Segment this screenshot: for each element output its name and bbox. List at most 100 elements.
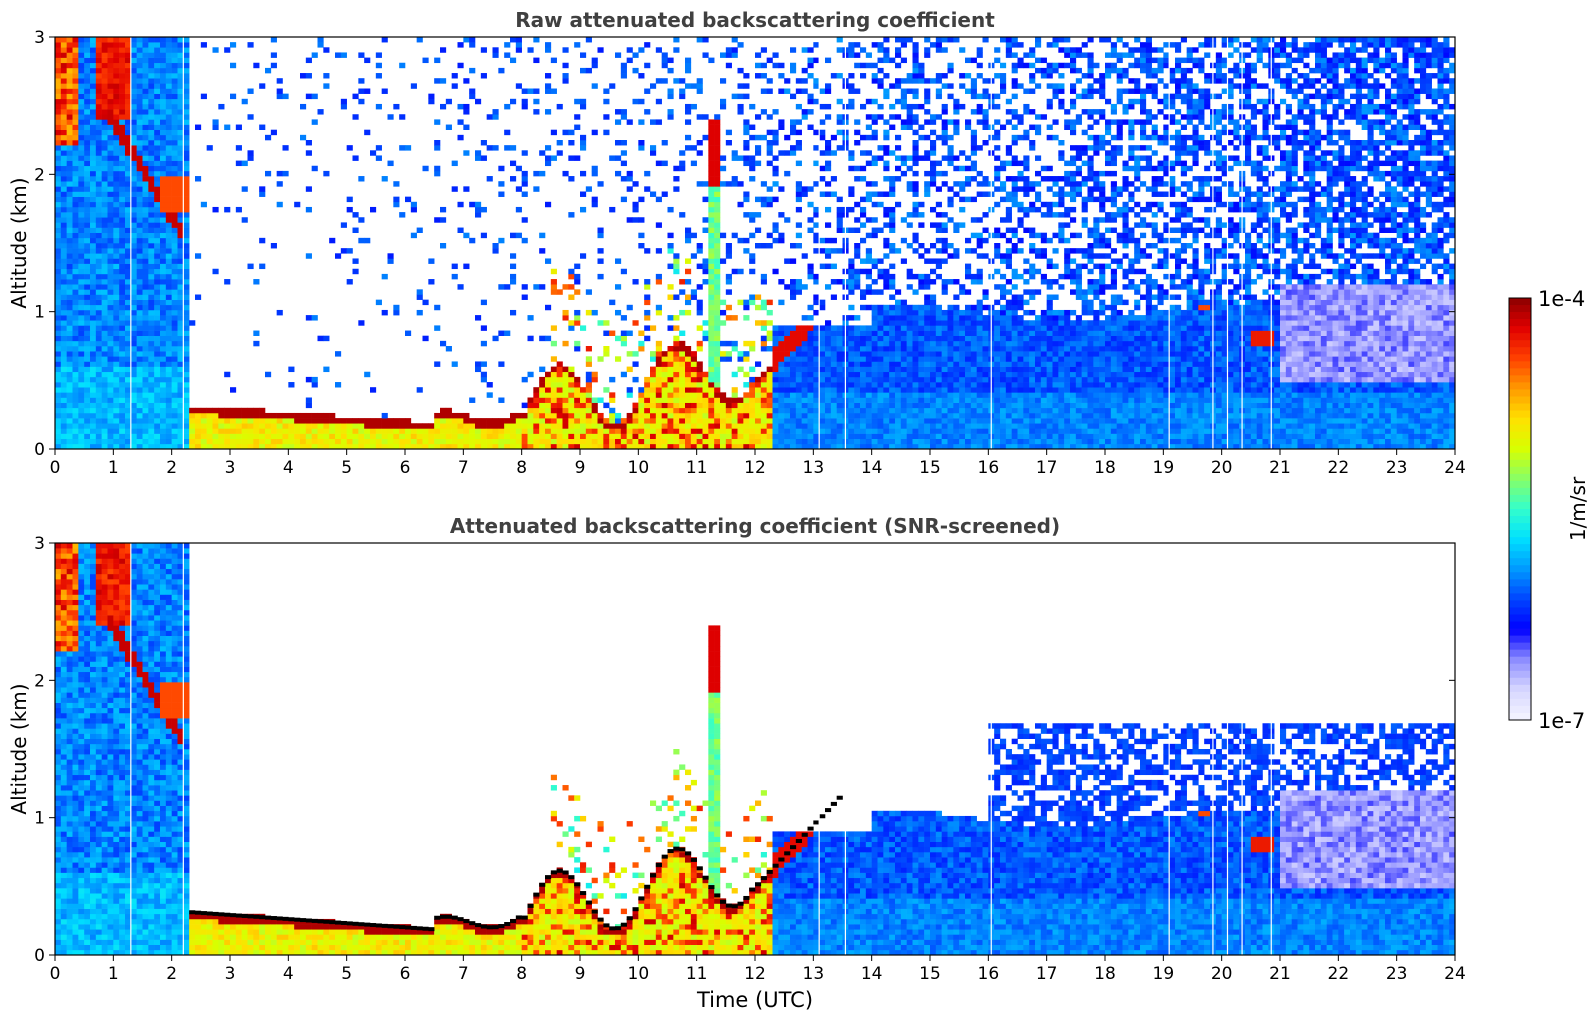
heatmap-cell — [749, 402, 756, 409]
heatmap-cell — [212, 438, 219, 445]
heatmap-cell — [66, 294, 73, 300]
heatmap-cell — [825, 253, 832, 259]
heatmap-cell — [918, 366, 925, 373]
heatmap-cell — [848, 284, 855, 290]
heatmap-cell — [90, 73, 97, 79]
heatmap-cell — [340, 428, 347, 434]
heatmap-cell — [165, 222, 172, 228]
heatmap-cell — [772, 418, 779, 424]
heatmap-cell — [148, 366, 155, 373]
heatmap-cell — [714, 382, 721, 388]
heatmap-cell — [877, 47, 884, 53]
heatmap-cell — [55, 433, 62, 439]
heatmap-cell — [475, 423, 482, 429]
heatmap-cell — [171, 67, 178, 74]
heatmap-cell — [90, 335, 97, 342]
heatmap-cell — [486, 418, 493, 424]
heatmap-cell — [784, 356, 791, 362]
heatmap-cell — [685, 438, 692, 445]
heatmap-cell — [819, 176, 826, 182]
heatmap-cell — [200, 443, 207, 449]
heatmap-cell — [235, 145, 242, 151]
heatmap-cell — [813, 212, 820, 218]
heatmap-cell — [171, 253, 178, 259]
heatmap-cell — [311, 438, 318, 445]
heatmap-cell — [183, 232, 190, 239]
heatmap-cell — [55, 371, 62, 378]
heatmap-cell — [125, 443, 132, 449]
heatmap-cell — [865, 52, 872, 58]
heatmap-cell — [218, 407, 225, 414]
heatmap-cell — [130, 330, 137, 336]
heatmap-cell — [259, 237, 266, 244]
heatmap-cell — [148, 309, 155, 316]
heatmap-cell — [183, 248, 190, 254]
heatmap-cell — [562, 315, 569, 321]
heatmap-cell — [550, 88, 557, 94]
heatmap-cell — [568, 376, 575, 383]
heatmap-cell — [655, 443, 662, 449]
heatmap-cell — [434, 304, 441, 311]
heatmap-cell — [790, 47, 797, 53]
heatmap-cell — [737, 438, 744, 445]
heatmap-cell — [72, 83, 79, 89]
heatmap-cell — [813, 371, 820, 378]
heatmap-cell — [720, 423, 727, 429]
heatmap-cell — [422, 438, 429, 445]
heatmap-cell — [463, 232, 470, 239]
heatmap-cell — [906, 165, 913, 172]
heatmap-cell — [877, 114, 884, 120]
heatmap-cell — [160, 263, 167, 270]
heatmap-cell — [440, 433, 447, 439]
heatmap-cell — [801, 109, 808, 115]
heatmap-cell — [451, 83, 458, 89]
heatmap-cell — [72, 273, 79, 280]
heatmap-cell — [743, 155, 750, 161]
heatmap-cell — [930, 268, 937, 275]
heatmap-cell — [416, 227, 423, 233]
heatmap-cell — [486, 428, 493, 434]
heatmap-cell — [854, 42, 861, 48]
heatmap-cell — [195, 407, 202, 414]
heatmap-cell — [795, 191, 802, 197]
heatmap-cell — [492, 52, 499, 58]
heatmap-cell — [708, 376, 715, 383]
heatmap-cell — [130, 402, 137, 409]
heatmap-cell — [830, 191, 837, 197]
heatmap-cell — [568, 268, 575, 275]
heatmap-cell — [580, 134, 587, 141]
heatmap-cell — [895, 407, 902, 414]
heatmap-cell — [90, 140, 97, 146]
heatmap-cell — [160, 268, 167, 275]
heatmap-cell — [562, 129, 569, 136]
heatmap-cell — [288, 418, 295, 424]
heatmap-cell — [235, 418, 242, 424]
heatmap-cell — [113, 232, 120, 239]
heatmap-cell — [463, 124, 470, 130]
heatmap-cell — [679, 438, 686, 445]
heatmap-cell — [154, 289, 161, 295]
heatmap-cell — [912, 160, 919, 167]
heatmap-cell — [848, 351, 855, 357]
heatmap-cell — [440, 423, 447, 429]
heatmap-cell — [795, 129, 802, 136]
heatmap-cell — [305, 402, 312, 409]
heatmap-cell — [230, 418, 237, 424]
heatmap-cell — [889, 438, 896, 445]
heatmap-cell — [685, 412, 692, 419]
heatmap-cell — [755, 376, 762, 383]
heatmap-cell — [626, 392, 633, 398]
heatmap-cell — [801, 284, 808, 290]
heatmap-cell — [142, 52, 149, 58]
heatmap-cell — [171, 366, 178, 373]
heatmap-cell — [154, 376, 161, 383]
heatmap-cell — [84, 346, 91, 352]
heatmap-cell — [276, 428, 283, 434]
heatmap-cell — [154, 124, 161, 130]
heatmap-cell — [498, 438, 505, 445]
heatmap-cell — [130, 222, 137, 228]
heatmap-cell — [241, 443, 248, 449]
heatmap-cell — [119, 294, 126, 300]
heatmap-cell — [107, 340, 114, 347]
heatmap-cell — [609, 407, 616, 414]
